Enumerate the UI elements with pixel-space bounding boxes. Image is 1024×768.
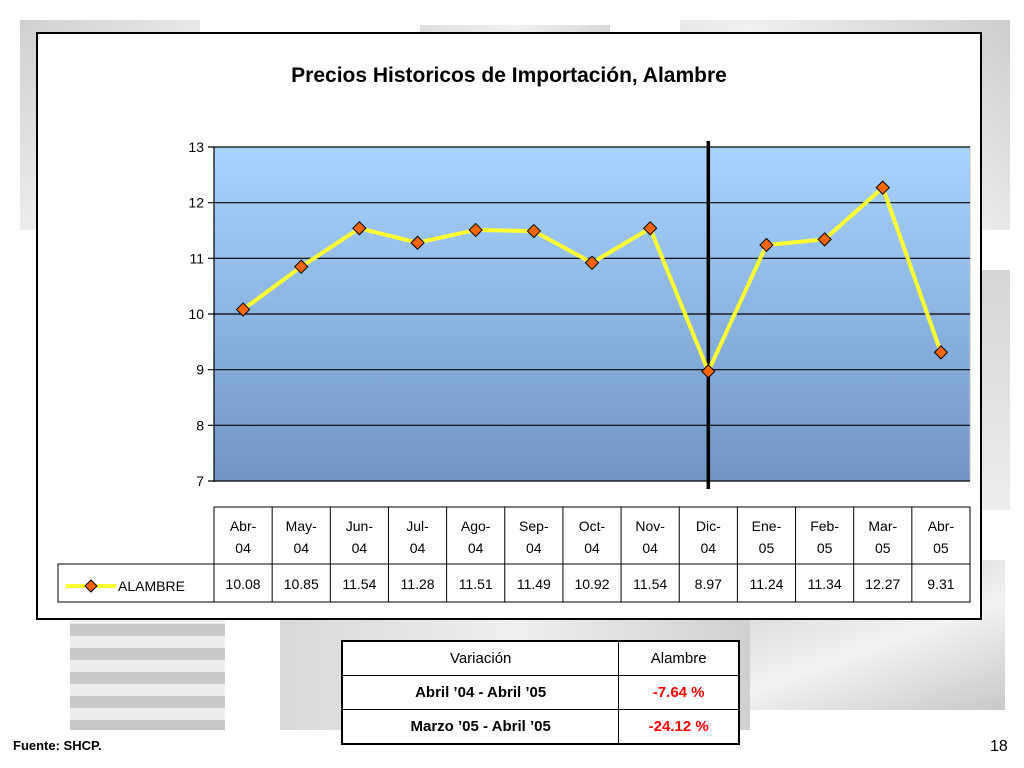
chart-title: Precios Historicos de Importación, Alamb… [291, 64, 727, 87]
y-tick-label: 9 [196, 362, 204, 378]
table-row: Abril ’04 - Abril ’05 -7.64 % [341, 675, 740, 710]
legend-marker-sample [84, 579, 98, 593]
data-value-label: 11.49 [517, 576, 551, 592]
data-point [759, 237, 774, 253]
data-value-label: 9.31 [927, 576, 954, 592]
data-value-label: 10.92 [574, 576, 609, 592]
data-point [875, 180, 890, 195]
y-tick-label: 10 [188, 306, 204, 322]
x-tick-label: 05 [933, 540, 949, 556]
x-tick-label: Abr- [928, 518, 955, 534]
x-tick-label: Jun- [346, 518, 374, 534]
x-tick-label: Nov- [635, 518, 665, 534]
data-value-label: 12.27 [865, 576, 900, 592]
x-tick-label: 04 [235, 540, 251, 556]
column-header-alambre: Alambre [618, 640, 740, 676]
x-tick-label: 05 [817, 540, 833, 556]
data-point [817, 232, 832, 247]
y-tick-label: 11 [189, 250, 204, 266]
y-tick-label: 7 [196, 473, 204, 489]
chart-panel: Precios Historicos de Importación, Alamb… [36, 32, 982, 620]
background-decoration [70, 600, 225, 730]
x-tick-label: Ene- [752, 518, 782, 534]
x-tick-label: Feb- [810, 518, 839, 534]
period-cell: Abril ’04 - Abril ’05 [341, 675, 620, 710]
x-tick-label: Abr- [230, 518, 257, 534]
x-tick-label: Dic- [696, 518, 721, 534]
x-tick-label: Mar- [868, 518, 897, 534]
data-point [235, 302, 251, 317]
period-cell: Marzo ’05 - Abril ’05 [341, 709, 620, 745]
x-tick-label: 04 [410, 540, 426, 556]
y-tick-label: 8 [196, 417, 204, 433]
data-value-label: 11.34 [808, 576, 842, 592]
table-row: Marzo ’05 - Abril ’05 -24.12 % [341, 709, 740, 745]
x-tick-label: Jul- [406, 518, 429, 534]
legend-key-cell [57, 563, 215, 603]
table-header-row: Variación Alambre [341, 640, 740, 676]
data-value-label: 10.85 [284, 576, 319, 592]
data-point [701, 364, 716, 379]
line-chart: Precios Historicos de Importación, Alamb… [57, 64, 971, 603]
x-tick-label: 04 [526, 540, 542, 556]
x-tick-label: 04 [584, 540, 600, 556]
x-tick-label: 04 [642, 540, 658, 556]
x-tick-label: Oct- [579, 518, 606, 534]
data-point [352, 221, 367, 236]
data-value-label: 11.51 [459, 576, 493, 592]
data-point [933, 345, 949, 360]
variation-value-cell: -7.64 % [618, 675, 740, 710]
data-point [584, 255, 600, 270]
source-note: Fuente: SHCP. [13, 738, 102, 753]
data-point [410, 235, 425, 250]
data-point [526, 223, 542, 239]
data-value-label: 11.54 [633, 576, 667, 592]
x-tick-label: 05 [875, 540, 891, 556]
x-tick-label: 04 [468, 540, 484, 556]
data-value-label: 8.97 [695, 576, 722, 592]
y-tick-label: 12 [188, 195, 204, 211]
data-point [642, 221, 658, 236]
x-tick-label: 04 [701, 540, 717, 556]
x-tick-label: 05 [759, 540, 775, 556]
data-value-label: 10.08 [226, 576, 261, 592]
x-tick-label: 04 [352, 540, 368, 556]
data-point [468, 222, 483, 238]
x-tick-label: Ago- [461, 518, 491, 534]
column-header-variacion: Variación [341, 640, 620, 676]
data-point [294, 259, 309, 274]
variation-table: Variación Alambre Abril ’04 - Abril ’05 … [341, 640, 740, 745]
page-number: 18 [990, 738, 1008, 755]
data-value-label: 11.28 [401, 576, 435, 592]
data-value-label: 11.54 [342, 576, 376, 592]
x-tick-label: 04 [293, 540, 309, 556]
data-table-frame [213, 506, 971, 603]
y-tick-label: 13 [188, 139, 204, 155]
x-tick-label: Sep- [519, 518, 549, 534]
variation-value-cell: -24.12 % [618, 709, 740, 745]
legend-label: ALAMBRE [118, 578, 185, 594]
data-value-label: 11.24 [749, 576, 783, 592]
x-tick-label: May- [286, 518, 317, 534]
